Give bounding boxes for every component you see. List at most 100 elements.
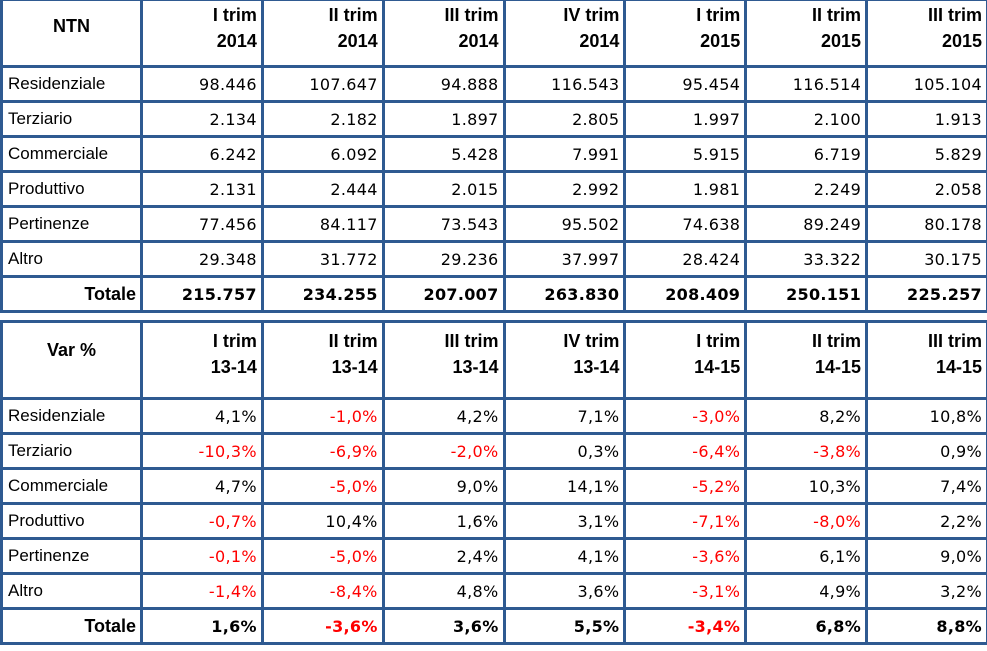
table-row: Pertinenze -0,1% -5,0% 2,4% 4,1% -3,6% 6,1% 9,0… xyxy=(0,537,987,575)
table-cell: 116.514 xyxy=(744,65,869,103)
table-cell: 14,1% xyxy=(502,467,627,505)
table-cell: 2.182 xyxy=(260,100,385,138)
table-cell: -3,0% xyxy=(623,397,748,435)
table-row: Terziario 2.134 2.182 1.897 2.805 1.997 2.100 1… xyxy=(0,100,987,138)
table-cell: 6,1% xyxy=(744,537,869,575)
row-label: Totale xyxy=(0,607,143,645)
table-cell: 250.151 xyxy=(744,275,869,313)
table-row: Produttivo 2.131 2.444 2.015 2.992 1.981 2.249… xyxy=(0,170,987,208)
row-label: Residenziale xyxy=(0,65,143,103)
column-header-line2: 2014 xyxy=(458,31,499,51)
table-cell: 4,1% xyxy=(502,537,627,575)
table-cell: 10,3% xyxy=(744,467,869,505)
table-cell: 2,4% xyxy=(381,537,506,575)
table-cell: 5.829 xyxy=(865,135,987,173)
table-cell: 3,6% xyxy=(502,572,627,610)
table-row: Residenziale 4,1% -1,0% 4,2% 7,1% -3,0% 8,2% 10… xyxy=(0,397,987,435)
table-cell: -3,4% xyxy=(623,607,748,645)
column-header-line2: 13-14 xyxy=(210,357,257,377)
table-cell: 1.913 xyxy=(865,100,987,138)
column-header: I trim 13-14 xyxy=(140,320,264,400)
column-header-line1: IV trim xyxy=(563,331,620,351)
column-header-line1: IV trim xyxy=(563,5,620,25)
row-label: Commerciale xyxy=(0,467,143,505)
column-header: II trim 14-15 xyxy=(744,320,869,400)
table-cell: -8,4% xyxy=(260,572,385,610)
table-cell: 5.428 xyxy=(381,135,506,173)
table-cell: 4,2% xyxy=(381,397,506,435)
table-cell: -3,6% xyxy=(260,607,385,645)
table-cell: 30.175 xyxy=(865,240,987,278)
row-label: Produttivo xyxy=(0,170,143,208)
row-label: Totale xyxy=(0,275,143,313)
table-cell: 1,6% xyxy=(381,502,506,540)
column-header-line1: III trim xyxy=(927,331,982,351)
table-cell: -1,4% xyxy=(140,572,264,610)
column-header: II trim 13-14 xyxy=(260,320,385,400)
table-cell: -2,0% xyxy=(381,432,506,470)
column-header-line1: III trim xyxy=(927,5,982,25)
table-cell: 80.178 xyxy=(865,205,987,243)
column-header: III trim 2014 xyxy=(381,0,506,68)
table-row: Altro 29.348 31.772 29.236 37.997 28.424 33.32… xyxy=(0,240,987,278)
table-cell: 3,6% xyxy=(381,607,506,645)
table-cell: -0,7% xyxy=(140,502,264,540)
var-percent-table: Var % I trim 13-14 II trim 13-14 III trim 13-1… xyxy=(0,320,987,645)
ntn-table: NTN I trim 2014 II trim 2014 III trim 2014 IV t… xyxy=(0,0,987,313)
table-row: Altro -1,4% -8,4% 4,8% 3,6% -3,1% 4,9% 3,2% xyxy=(0,572,987,610)
table-cell: 4,9% xyxy=(744,572,869,610)
corner-header: Var % xyxy=(0,320,143,400)
column-header-line2: 2015 xyxy=(941,31,982,51)
column-header-line1: I trim xyxy=(212,5,257,25)
row-label: Produttivo xyxy=(0,502,143,540)
column-header: II trim 2015 xyxy=(744,0,869,68)
column-header: IV trim 13-14 xyxy=(502,320,627,400)
table-cell: 6.092 xyxy=(260,135,385,173)
table-cell: -10,3% xyxy=(140,432,264,470)
header-row: Var % I trim 13-14 II trim 13-14 III trim 13-1… xyxy=(0,320,987,400)
table-cell: 37.997 xyxy=(502,240,627,278)
row-label: Terziario xyxy=(0,432,143,470)
table-cell: -3,1% xyxy=(623,572,748,610)
column-header: II trim 2014 xyxy=(260,0,385,68)
row-label: Residenziale xyxy=(0,397,143,435)
column-header-line2: 2015 xyxy=(700,31,741,51)
table-cell: -3,6% xyxy=(623,537,748,575)
column-header-line2: 14-15 xyxy=(694,357,741,377)
table-cell: 6,8% xyxy=(744,607,869,645)
table-cell: 107.647 xyxy=(260,65,385,103)
row-label: Altro xyxy=(0,572,143,610)
table-row: Residenziale 98.446 107.647 94.888 116.543 95… xyxy=(0,65,987,103)
table-cell: 10,8% xyxy=(865,397,987,435)
column-header: IV trim 2014 xyxy=(502,0,627,68)
column-header-line1: II trim xyxy=(328,331,378,351)
row-label: Altro xyxy=(0,240,143,278)
table-cell: 2.249 xyxy=(744,170,869,208)
column-header: III trim 13-14 xyxy=(381,320,506,400)
column-header: III trim 14-15 xyxy=(865,320,987,400)
column-header-line1: I trim xyxy=(696,331,741,351)
row-label: Terziario xyxy=(0,100,143,138)
table-row: Pertinenze 77.456 84.117 73.543 95.502 74.638… xyxy=(0,205,987,243)
column-header-line2: 2014 xyxy=(216,31,257,51)
row-label: Pertinenze xyxy=(0,205,143,243)
table-cell: 1.981 xyxy=(623,170,748,208)
table-cell: 84.117 xyxy=(260,205,385,243)
table-cell: -5,0% xyxy=(260,467,385,505)
column-header: I trim 2015 xyxy=(623,0,748,68)
table-cell: 94.888 xyxy=(381,65,506,103)
table-cell: 89.249 xyxy=(744,205,869,243)
table-cell: 215.757 xyxy=(140,275,264,313)
table-cell: 6.242 xyxy=(140,135,264,173)
column-header-line1: III trim xyxy=(444,331,499,351)
table-cell: 95.454 xyxy=(623,65,748,103)
table-cell: 1,6% xyxy=(140,607,264,645)
column-header: I trim 14-15 xyxy=(623,320,748,400)
table-cell: 9,0% xyxy=(381,467,506,505)
table-cell: 225.257 xyxy=(865,275,987,313)
table-cell: 0,9% xyxy=(865,432,987,470)
table-cell: 207.007 xyxy=(381,275,506,313)
total-row: Totale 215.757 234.255 207.007 263.830 208.40… xyxy=(0,275,987,313)
table-row: Terziario -10,3% -6,9% -2,0% 0,3% -6,4% -3,8% 0… xyxy=(0,432,987,470)
table-cell: 10,4% xyxy=(260,502,385,540)
